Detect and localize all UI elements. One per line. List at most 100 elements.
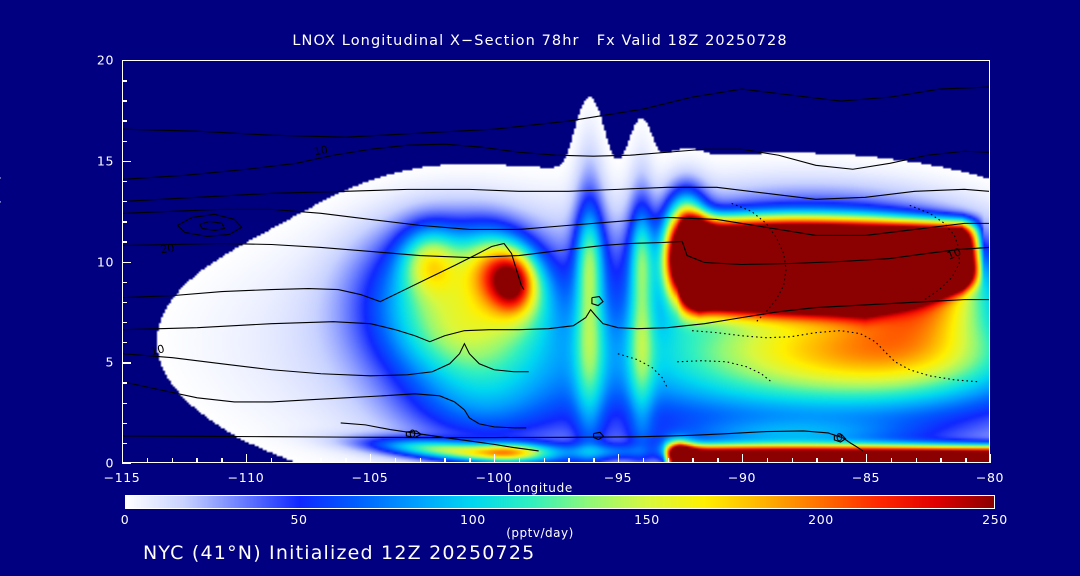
contour-line (123, 86, 989, 138)
y-minor-tick (122, 321, 127, 324)
x-major-tick (246, 454, 248, 463)
contour-line (617, 353, 668, 389)
x-minor-tick (915, 458, 917, 463)
contour-line (833, 434, 847, 443)
x-tick-label: −90 (727, 470, 757, 485)
x-minor-tick (394, 458, 397, 463)
colorbar-tick-label: 100 (460, 512, 486, 527)
x-tick-label: −85 (851, 470, 881, 485)
x-major-tick (742, 454, 744, 463)
x-minor-tick (667, 458, 669, 463)
plot-area: 10 20 10 10 0 0 (122, 60, 990, 463)
x-minor-tick (320, 458, 322, 463)
y-major-tick (122, 261, 131, 263)
contour-label: 10 (945, 245, 963, 262)
y-minor-tick (122, 180, 127, 183)
x-minor-tick (295, 458, 297, 463)
x-major-tick (494, 454, 496, 463)
y-tick-label: 15 (96, 153, 114, 169)
x-minor-tick (791, 458, 793, 463)
y-tick-label: 20 (96, 52, 114, 68)
x-tick-label: −100 (475, 470, 513, 485)
x-minor-tick (717, 458, 719, 463)
contour-line (177, 213, 243, 237)
x-minor-tick (593, 458, 595, 463)
x-tick-label: −80 (975, 470, 1005, 485)
x-major-tick (370, 454, 372, 463)
x-minor-tick (692, 458, 694, 463)
y-tick-label: 0 (105, 455, 114, 471)
y-minor-tick (122, 241, 127, 243)
y-minor-tick (122, 442, 127, 445)
x-minor-tick (518, 458, 521, 463)
y-tick-label: 10 (96, 254, 114, 269)
colorbar-canvas (126, 496, 994, 508)
colorbar-tick-label: 0 (120, 512, 130, 527)
x-major-tick (990, 454, 992, 463)
y-major-tick (122, 463, 131, 465)
contour-line (123, 208, 989, 236)
y-minor-tick (122, 281, 127, 284)
contour-line (405, 430, 423, 439)
x-minor-tick (270, 458, 273, 463)
contour-line (593, 431, 605, 441)
x-minor-tick (469, 458, 471, 463)
x-minor-tick (940, 458, 942, 463)
y-tick-label: 5 (105, 354, 114, 370)
colorbar-tick-label: 250 (982, 512, 1008, 527)
x-minor-tick (146, 458, 149, 463)
y-minor-tick (122, 382, 127, 384)
contour-overlay: 10 20 10 10 0 0 (123, 86, 989, 452)
contour-label: 10 (313, 143, 329, 158)
x-minor-tick (841, 458, 843, 463)
contour-line (591, 296, 604, 307)
y-minor-tick (122, 120, 127, 122)
contour-label: 20 (160, 242, 176, 257)
contour-line (340, 422, 539, 452)
contour-label: 0 (836, 431, 843, 444)
x-minor-tick (345, 458, 347, 463)
contour-line (123, 242, 525, 303)
x-minor-tick (419, 458, 421, 463)
contour-label: 10 (149, 342, 166, 358)
colorbar-gradient (125, 495, 995, 509)
x-minor-tick (196, 458, 198, 463)
colorbar-tick-label: 150 (634, 512, 660, 527)
x-minor-tick (543, 458, 545, 463)
y-minor-tick (122, 100, 127, 102)
y-minor-tick (122, 301, 127, 304)
y-major-tick (122, 362, 131, 364)
contour-line (692, 330, 980, 383)
contour-line (909, 204, 960, 301)
contour-label: 0 (409, 427, 416, 440)
x-minor-tick (766, 458, 769, 463)
colorbar-tick-label: 50 (290, 512, 308, 527)
y-minor-tick (122, 342, 127, 344)
contour-line (123, 430, 864, 452)
x-minor-tick (568, 458, 570, 463)
x-minor-tick (221, 458, 223, 463)
x-minor-tick (171, 458, 173, 463)
x-minor-tick (890, 458, 893, 463)
x-minor-tick (965, 458, 967, 463)
y-minor-tick (122, 80, 127, 82)
figure-caption: NYC (41°N) Initialized 12Z 20250725 (143, 542, 536, 564)
figure-title: LNOX Longitudinal X−Section 78hr Fx Vali… (292, 33, 788, 49)
contour-line (199, 220, 226, 232)
y-major-tick (122, 60, 131, 62)
y-major-tick (122, 160, 131, 163)
x-minor-tick (444, 458, 446, 463)
x-axis-label: Longitude (507, 481, 573, 495)
x-tick-label: −110 (227, 470, 265, 485)
contour-line (123, 299, 989, 343)
y-minor-tick (122, 402, 127, 404)
contour-line (123, 143, 989, 180)
contour-line (677, 360, 772, 383)
y-minor-tick (122, 221, 127, 223)
contour-line (123, 240, 989, 266)
x-major-tick (866, 454, 868, 463)
y-minor-tick (122, 201, 127, 203)
x-tick-label: −105 (351, 470, 389, 485)
y-minor-tick (122, 140, 127, 142)
